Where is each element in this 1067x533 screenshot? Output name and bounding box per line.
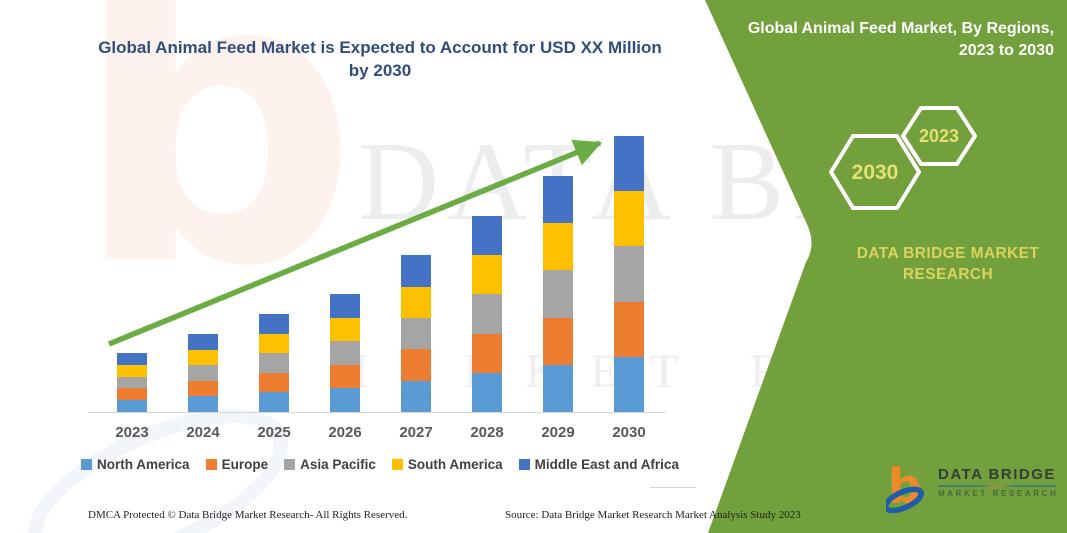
bar-segment-2028-north-america bbox=[472, 372, 502, 412]
databridge-logo-text: DATA BRIDGE MARKET RESEARCH bbox=[938, 459, 1058, 498]
bar-segment-2029-europe bbox=[543, 317, 573, 365]
bar-segment-2030-south-america bbox=[614, 191, 644, 247]
x-axis-line bbox=[88, 412, 666, 413]
bar-segment-2028-europe bbox=[472, 333, 502, 373]
bar-segment-2023-europe bbox=[117, 388, 147, 401]
bar-segment-2025-europe bbox=[259, 372, 289, 393]
bar-segment-2028-middle-east-and-africa bbox=[472, 216, 502, 256]
stacked-bar-2027 bbox=[401, 255, 431, 412]
panel-title-line1: Global Animal Feed Market, By Regions, bbox=[747, 20, 1054, 37]
chart-title-line1: Global Animal Feed Market is Expected to… bbox=[98, 38, 662, 57]
stacked-bar-2030 bbox=[614, 135, 644, 412]
legend-item-europe: Europe bbox=[205, 457, 269, 472]
bar-segment-2029-north-america bbox=[543, 364, 573, 412]
bar-segment-2025-asia-pacific bbox=[259, 353, 289, 373]
stacked-bar-2028 bbox=[472, 216, 502, 412]
legend-swatch bbox=[81, 459, 93, 470]
bar-segment-2026-asia-pacific bbox=[330, 341, 360, 365]
bar-segment-2023-south-america bbox=[117, 364, 147, 377]
bar-segment-2024-asia-pacific bbox=[188, 365, 218, 381]
bar-segment-2029-middle-east-and-africa bbox=[543, 176, 573, 224]
bar-segment-2024-middle-east-and-africa bbox=[188, 334, 218, 350]
plot-area: 2023 2024 2025 2026 2027 2028 2029 2030 bbox=[115, 135, 646, 441]
x-axis-label-2028: 2028 bbox=[470, 424, 504, 441]
x-axis-label-2023: 2023 bbox=[115, 424, 149, 441]
bar-segment-2026-south-america bbox=[330, 317, 360, 342]
panel-title-line2: 2023 to 2030 bbox=[958, 42, 1054, 59]
bar-segment-2024-south-america bbox=[188, 349, 218, 366]
bar-segment-2030-middle-east-and-africa bbox=[614, 135, 644, 192]
legend-label: Middle East and Africa bbox=[534, 457, 679, 472]
bar-segment-2030-asia-pacific bbox=[614, 246, 644, 302]
bar-segment-2028-south-america bbox=[472, 255, 502, 295]
hexagon-2030-label: 2030 bbox=[852, 161, 899, 184]
hexagon-2023-label: 2023 bbox=[919, 126, 959, 146]
bar-segment-2024-europe bbox=[188, 380, 218, 397]
bar-segment-2025-south-america bbox=[259, 333, 289, 354]
logo-divider bbox=[938, 485, 1056, 487]
panel-title: Global Animal Feed Market, By Regions, 2… bbox=[724, 18, 1054, 62]
bar-segment-2024-north-america bbox=[188, 396, 218, 412]
bar-segment-2023-asia-pacific bbox=[117, 376, 147, 389]
logo-subtitle: MARKET RESEARCH bbox=[938, 489, 1059, 498]
year-hexagons: 2030 2023 bbox=[829, 106, 977, 210]
legend-swatch bbox=[391, 459, 403, 470]
bar-segment-2030-europe bbox=[614, 301, 644, 357]
bar-segment-2026-north-america bbox=[330, 388, 360, 412]
chart-legend: North America Europe Asia Pacific South Ame… bbox=[75, 457, 685, 472]
x-axis-label-2026: 2026 bbox=[328, 424, 362, 441]
footer-dmca-text: DMCA Protected © Data Bridge Market Rese… bbox=[88, 509, 408, 521]
stacked-bar-2026 bbox=[330, 294, 360, 412]
bar-segment-2027-middle-east-and-africa bbox=[401, 255, 431, 287]
chart-title-line2: by 2030 bbox=[348, 61, 412, 80]
bar-segment-2027-south-america bbox=[401, 286, 431, 318]
legend-label: Europe bbox=[221, 457, 269, 472]
legend-swatch bbox=[284, 459, 296, 470]
logo-name: DATA BRIDGE bbox=[938, 466, 1056, 483]
hexagon-2030 bbox=[829, 134, 921, 210]
databridge-logo: b DATA BRIDGE MARKET RESEARCH bbox=[886, 459, 1058, 517]
x-axis-label-2029: 2029 bbox=[541, 424, 575, 441]
trend-arrow bbox=[107, 139, 603, 347]
stacked-bar-2023 bbox=[117, 353, 147, 412]
x-axis-label-2030: 2030 bbox=[612, 424, 646, 441]
x-axis-label-2025: 2025 bbox=[257, 424, 291, 441]
legend-label: North America bbox=[97, 457, 190, 472]
bar-segment-2029-asia-pacific bbox=[543, 270, 573, 318]
legend-swatch bbox=[518, 459, 530, 470]
bar-segment-2029-south-america bbox=[543, 223, 573, 271]
bar-segment-2027-europe bbox=[401, 349, 431, 381]
stacked-bar-2025 bbox=[259, 314, 289, 412]
x-axis-label-2024: 2024 bbox=[186, 424, 220, 441]
stacked-bar-2029 bbox=[543, 176, 573, 412]
bar-segment-2026-europe bbox=[330, 364, 360, 389]
databridge-logo-icon: b bbox=[886, 460, 925, 515]
legend-item-asia-pacific: Asia Pacific bbox=[284, 457, 376, 472]
bar-segment-2030-north-america bbox=[614, 356, 644, 412]
bar-segment-2027-north-america bbox=[401, 380, 431, 412]
bar-segment-2023-north-america bbox=[117, 400, 147, 412]
bar-segment-2023-middle-east-and-africa bbox=[117, 353, 147, 365]
x-axis-label-2027: 2027 bbox=[399, 424, 433, 441]
chart-title: Global Animal Feed Market is Expected to… bbox=[60, 36, 700, 82]
panel-brand-line1: DATA BRIDGE MARKET bbox=[856, 245, 1040, 262]
legend-label: Asia Pacific bbox=[300, 457, 376, 472]
legend-label: South America bbox=[407, 457, 503, 472]
bar-segment-2025-middle-east-and-africa bbox=[259, 314, 289, 334]
panel-brand-line2: RESEARCH bbox=[902, 266, 994, 283]
bar-segment-2026-middle-east-and-africa bbox=[330, 294, 360, 318]
bar-segment-2027-asia-pacific bbox=[401, 317, 431, 350]
panel-brand-text: DATA BRIDGE MARKET RESEARCH bbox=[833, 243, 1063, 285]
legend-swatch bbox=[205, 459, 217, 470]
legend-item-north-america: North America bbox=[81, 457, 190, 472]
bar-segment-2028-asia-pacific bbox=[472, 294, 502, 334]
legend-item-middle-east-and-africa: Middle East and Africa bbox=[518, 457, 679, 472]
hexagon-2023 bbox=[901, 106, 977, 166]
legend-item-south-america: South America bbox=[391, 457, 503, 472]
bar-segment-2025-north-america bbox=[259, 392, 289, 412]
stacked-bar-2024 bbox=[188, 334, 218, 412]
footer-source-text: Source: Data Bridge Market Research Mark… bbox=[505, 509, 801, 521]
